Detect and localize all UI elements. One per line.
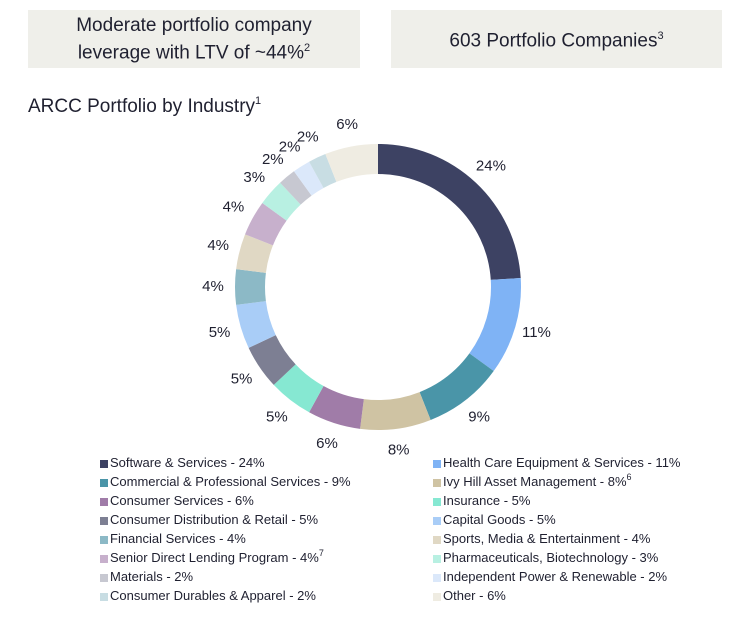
legend-entry: Insurance - 5%	[443, 493, 531, 508]
legend-text: Materials - 2%	[110, 569, 194, 584]
legend-swatch	[433, 536, 441, 544]
legend-text: Sports, Media & Entertainment - 4%	[443, 531, 651, 546]
slice-label: 11%	[522, 324, 551, 341]
slice	[360, 392, 431, 430]
slice-label: 4%	[223, 198, 245, 215]
footnote: 3	[657, 30, 664, 43]
slice-label: 8%	[388, 442, 410, 459]
slice	[309, 386, 364, 429]
box-line: Moderate portfolio company	[76, 14, 312, 36]
legend-entry: Materials - 2%	[110, 569, 194, 584]
legend-text: Consumer Distribution & Retail - 5%	[110, 512, 319, 527]
slice	[419, 353, 494, 420]
legend-swatch	[433, 555, 441, 563]
legend-entry: Financial Services - 4%	[110, 531, 246, 546]
legend-text: Pharmaceuticals, Biotechnology - 3%	[443, 550, 659, 565]
box-line: 603 Portfolio Companies3	[449, 25, 663, 52]
legend-entry: Software & Services - 24%	[110, 455, 265, 470]
legend-text: Insurance - 5%	[443, 493, 531, 508]
slice-label: 5%	[266, 408, 288, 425]
slice-label: 2%	[262, 151, 284, 168]
legend-entry: Pharmaceuticals, Biotechnology - 3%	[443, 550, 659, 565]
slice	[325, 144, 378, 182]
legend-entry: Senior Direct Lending Program - 4%7	[110, 548, 324, 565]
legend-swatch	[100, 498, 108, 506]
legend-text: Independent Power & Renewable - 2%	[443, 569, 667, 584]
legend-swatch	[433, 498, 441, 506]
slice	[234, 269, 266, 305]
box-text: 603 Portfolio Companies	[449, 30, 658, 52]
legend-swatch	[100, 517, 108, 525]
legend-swatch	[433, 460, 441, 468]
legend-text: Ivy Hill Asset Management - 8%	[443, 474, 627, 489]
leverage-box: Moderate portfolio company leverage with…	[28, 10, 360, 68]
legend-entry: Consumer Distribution & Retail - 5%	[110, 512, 319, 527]
legend-text: Software & Services - 24%	[110, 455, 265, 470]
slice	[248, 335, 296, 385]
slice-label: 4%	[207, 237, 229, 254]
legend-swatch	[100, 593, 108, 601]
slice-label: 5%	[231, 371, 253, 388]
slice-label: 2%	[279, 139, 301, 156]
legend-text: Consumer Services - 6%	[110, 493, 254, 508]
box-line: leverage with LTV of ~44%2	[78, 37, 310, 64]
slice-label: 6%	[336, 116, 358, 133]
slice-label: 4%	[202, 278, 224, 295]
legend-swatch	[433, 574, 441, 582]
legend-text: Consumer Durables & Apparel - 2%	[110, 588, 316, 603]
slice-label: 9%	[468, 408, 490, 425]
slice	[273, 364, 324, 413]
legend-swatch	[100, 536, 108, 544]
footnote: 7	[319, 548, 324, 558]
slice	[309, 154, 337, 188]
legend-text: Other - 6%	[443, 588, 506, 603]
slice	[378, 144, 521, 280]
legend-swatch	[433, 593, 441, 601]
legend-text: Financial Services - 4%	[110, 531, 246, 546]
legend-text: Health Care Equipment & Services - 11%	[443, 455, 681, 470]
slice-label: 2%	[297, 129, 319, 146]
legend-text: Commercial & Professional Services - 9%	[110, 474, 351, 489]
legend-swatch	[100, 555, 108, 563]
chart-title: ARCC Portfolio by Industry1	[28, 95, 261, 117]
legend-text: Senior Direct Lending Program - 4%	[110, 550, 319, 565]
slice-label: 6%	[316, 435, 338, 452]
companies-box: 603 Portfolio Companies3	[391, 10, 722, 68]
slice	[236, 234, 273, 273]
legend-swatch	[433, 479, 441, 487]
legend-entry: Capital Goods - 5%	[443, 512, 556, 527]
footnote: 2	[304, 41, 311, 54]
slice	[280, 171, 312, 205]
legend-swatch	[433, 517, 441, 525]
legend-entry: Health Care Equipment & Services - 11%	[443, 455, 681, 470]
slice	[245, 202, 287, 246]
legend-entry: Ivy Hill Asset Management - 8%6	[443, 472, 632, 489]
title-text: ARCC Portfolio by Industry	[28, 96, 256, 117]
slice-label: 24%	[476, 158, 506, 175]
slice	[236, 301, 276, 348]
legend-entry: Other - 6%	[443, 588, 506, 603]
footnote: 1	[255, 95, 261, 107]
legend-entry: Sports, Media & Entertainment - 4%	[443, 531, 651, 546]
legend-swatch	[100, 479, 108, 487]
slice-label: 3%	[243, 169, 265, 186]
slice	[262, 182, 301, 221]
legend-entry: Consumer Services - 6%	[110, 493, 254, 508]
legend-text: Capital Goods - 5%	[443, 512, 556, 527]
legend-swatch	[100, 574, 108, 582]
legend-swatch	[100, 460, 108, 468]
slice-label: 5%	[209, 324, 231, 341]
slice	[293, 161, 324, 196]
footnote: 6	[627, 472, 632, 482]
legend-entry: Commercial & Professional Services - 9%	[110, 474, 351, 489]
slice	[469, 278, 521, 372]
legend-entry: Consumer Durables & Apparel - 2%	[110, 588, 316, 603]
box-text: leverage with LTV of ~44%	[77, 42, 305, 64]
legend-entry: Independent Power & Renewable - 2%	[443, 569, 667, 584]
